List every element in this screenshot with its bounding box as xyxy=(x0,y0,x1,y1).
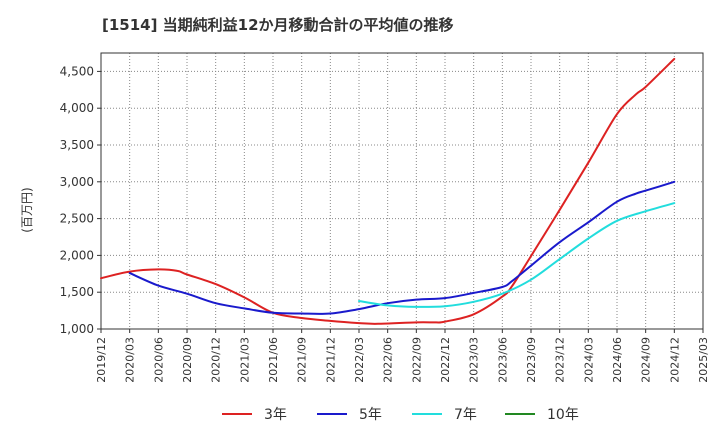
legend: 3年 5年 7年 10年 xyxy=(222,407,579,423)
y-tick-label: 1,500 xyxy=(60,285,94,299)
x-tick-label: 2023/03 xyxy=(468,337,481,383)
series-line-3 xyxy=(358,202,676,308)
x-tick-label: 2023/09 xyxy=(525,337,538,383)
legend-label-3: 7年 xyxy=(454,407,477,423)
x-tick-label: 2020/09 xyxy=(181,337,194,383)
y-tick-label: 3,000 xyxy=(60,175,94,189)
series-line-1 xyxy=(100,57,676,325)
y-tick-label: 1,000 xyxy=(60,322,94,336)
y-tick-label: 2,500 xyxy=(60,212,94,226)
chart-title: [1514] 当期純利益12か月移動合計の平均値の推移 xyxy=(102,16,454,34)
x-tick-label: 2022/09 xyxy=(410,337,423,383)
x-tick-label: 2019/12 xyxy=(95,337,108,383)
series-lines xyxy=(100,57,676,325)
x-tick-label: 2022/03 xyxy=(353,337,366,383)
x-tick-label: 2024/09 xyxy=(640,337,653,383)
y-tick-label: 3,500 xyxy=(60,138,94,152)
x-tick-label: 2020/03 xyxy=(124,337,137,383)
x-tick-label: 2024/06 xyxy=(611,337,624,383)
x-tick-label: 2023/06 xyxy=(496,337,509,383)
y-tick-label: 2,000 xyxy=(60,248,94,262)
x-tick-label: 2022/06 xyxy=(382,337,395,383)
x-tick-label: 2024/03 xyxy=(582,337,595,383)
x-tick-label: 2020/12 xyxy=(210,337,223,383)
y-tick-label: 4,000 xyxy=(60,101,94,115)
axes: 1,000 1,500 2,000 2,500 3,000 3,500 4,000 4,500… xyxy=(60,52,710,383)
x-tick-label: 2022/12 xyxy=(439,337,452,383)
x-tick-label: 2024/12 xyxy=(668,337,681,383)
x-tick-label: 2021/12 xyxy=(324,337,337,383)
plot-area xyxy=(101,53,703,329)
x-tick-label: 2021/03 xyxy=(238,337,251,383)
y-tick-label: 4,500 xyxy=(60,64,94,78)
x-tick-label: 2025/03 xyxy=(697,337,710,383)
legend-label-2: 5年 xyxy=(359,407,382,423)
grid xyxy=(101,53,703,329)
x-tick-label: 2023/12 xyxy=(554,337,567,383)
series-line-2 xyxy=(128,180,676,315)
x-tick-label: 2020/06 xyxy=(152,337,165,383)
legend-label-1: 3年 xyxy=(264,407,287,423)
x-tick-label: 2021/06 xyxy=(267,337,280,383)
plot-frame xyxy=(100,52,704,330)
x-tick-label: 2021/09 xyxy=(296,337,309,383)
legend-label-4: 10年 xyxy=(547,407,579,423)
